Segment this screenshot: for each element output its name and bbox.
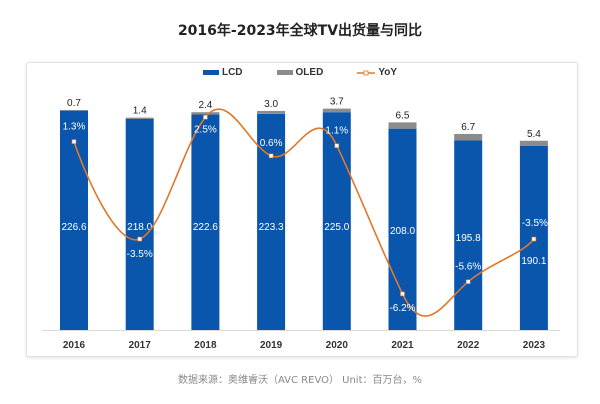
x-tick-2018: 2018 [194, 340, 217, 351]
bar-oled-2016 [60, 109, 88, 111]
bar-lcd-2020 [322, 112, 351, 330]
label-oled-2016: 0.7 [67, 98, 81, 109]
label-lcd-2017: 218.0 [127, 222, 152, 233]
legend-label: LCD [221, 67, 243, 78]
yoy-point-2016 [71, 139, 77, 144]
bar-lcd-2022 [454, 140, 483, 330]
bar-lcd-2021 [388, 128, 417, 330]
label-yoy-2020: 1.1% [325, 126, 348, 137]
legend-item-oled: OLED [276, 67, 324, 78]
label-yoy-2021: -6.2% [389, 303, 415, 314]
bar-oled-2021 [388, 122, 417, 129]
bar-oled-2018 [191, 112, 220, 115]
bar-oled-2020 [322, 108, 351, 113]
label-yoy-2016: 1.3% [63, 122, 86, 133]
legend-item-lcd: LCD [202, 67, 243, 78]
yoy-point-2023 [531, 236, 537, 242]
yoy-line [73, 108, 535, 317]
label-oled-2023: 5.4 [527, 129, 541, 140]
legend: LCD OLED YoY [0, 67, 600, 78]
label-oled-2020: 3.7 [330, 97, 344, 108]
label-lcd-2019: 223.3 [259, 222, 284, 233]
legend-label: YoY [378, 67, 398, 78]
x-tick-2023: 2023 [523, 340, 546, 351]
legend-label: OLED [295, 67, 324, 78]
label-yoy-2018: 2.5% [194, 124, 217, 135]
bar-oled-2017 [125, 117, 154, 119]
lcd-swatch [202, 70, 219, 75]
label-lcd-2020: 225.0 [324, 222, 349, 233]
source-note: 数据来源：奥维睿沃（AVC REVO） Unit：百万台，% [177, 375, 423, 386]
yoy-point-2018 [203, 114, 208, 120]
x-tick-2016: 2016 [63, 340, 86, 351]
yoy-point-2021 [400, 291, 405, 297]
x-tick-2020: 2020 [326, 340, 349, 351]
yoy-point-2020 [334, 143, 340, 148]
label-lcd-2022: 195.8 [456, 233, 481, 244]
bar-lcd-2017 [125, 118, 154, 330]
label-oled-2017: 1.4 [133, 106, 147, 117]
yoy-point-2019 [268, 153, 274, 159]
x-tick-2017: 2017 [129, 340, 152, 351]
label-oled-2021: 6.5 [396, 110, 410, 121]
yoy-point-2022 [465, 279, 471, 284]
bar-oled-2022 [454, 133, 483, 141]
label-oled-2022: 6.7 [461, 122, 475, 133]
yoy-point-2017 [137, 236, 142, 242]
x-tick-2021: 2021 [391, 340, 414, 351]
label-oled-2018: 2.4 [198, 100, 212, 111]
bar-oled-2023 [519, 140, 548, 146]
bar-lcd-2016 [60, 110, 88, 330]
label-oled-2019: 3.0 [264, 99, 278, 110]
label-lcd-2021: 208.0 [390, 226, 415, 237]
x-tick-2022: 2022 [457, 340, 480, 351]
label-yoy-2022: -5.6% [455, 262, 481, 273]
yoy-line-swatch [357, 70, 376, 75]
label-yoy-2023: -3.5% [522, 218, 548, 229]
x-tick-2019: 2019 [260, 340, 283, 351]
label-lcd-2018: 222.6 [193, 222, 218, 233]
bar-lcd-2018 [191, 114, 220, 331]
label-yoy-2017: -3.5% [127, 249, 153, 260]
legend-item-yoy: YoY [357, 67, 397, 78]
label-lcd-2016: 226.6 [61, 222, 86, 233]
bar-oled-2019 [257, 110, 286, 114]
chart-frame [26, 62, 578, 357]
label-yoy-2019: 0.6% [260, 138, 283, 149]
label-lcd-2023: 190.1 [521, 256, 546, 267]
oled-swatch [276, 70, 293, 75]
chart-title: 2016年-2023年全球TV出货量与同比 [177, 23, 423, 39]
